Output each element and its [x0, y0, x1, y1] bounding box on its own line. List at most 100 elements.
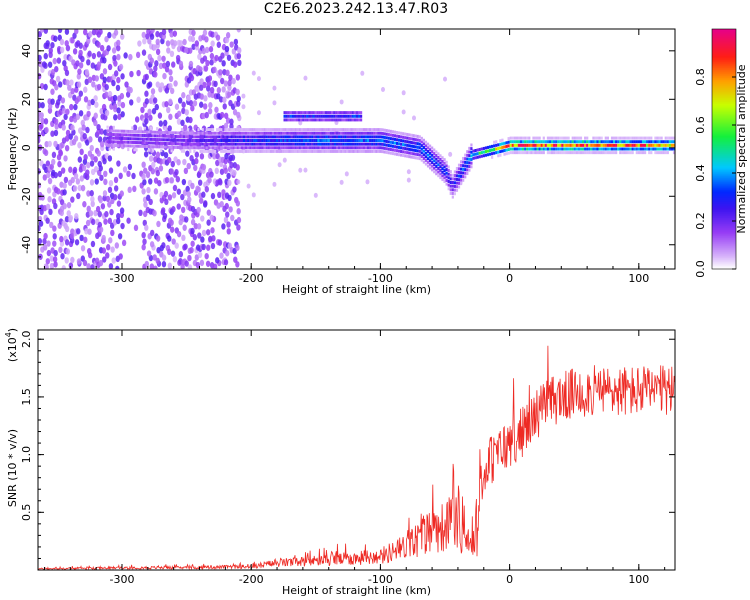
colorbar-cell	[712, 217, 736, 220]
colorbar-cell	[712, 205, 736, 208]
colorbar-cell	[712, 127, 736, 130]
colorbar-cell	[712, 69, 736, 72]
top-y-tick-label: -40	[20, 236, 33, 254]
colorbar-cell	[712, 233, 736, 236]
bottom-x-tick-label: -300	[110, 573, 135, 586]
colorbar-cell	[712, 131, 736, 134]
top-x-tick-label: -100	[368, 272, 393, 285]
bottom-y-tick-label: 1.0	[20, 446, 33, 464]
bottom-y-multiplier: (x104)	[4, 328, 19, 362]
colorbar-cell	[712, 45, 736, 48]
colorbar-cell	[712, 35, 736, 38]
bottom-y-tick-label: 0.5	[20, 504, 33, 522]
colorbar-cell	[712, 163, 736, 166]
top-y-axis-label: Frequency (Hz)	[6, 108, 19, 191]
colorbar-cell	[712, 119, 736, 122]
colorbar-cell	[712, 173, 736, 176]
bottom-x-tick-label: -100	[368, 573, 393, 586]
colorbar-cell	[712, 171, 736, 174]
colorbar-cell	[712, 241, 736, 244]
colorbar-cell	[712, 129, 736, 132]
colorbar-cell	[712, 235, 736, 238]
colorbar-cell	[712, 159, 736, 162]
colorbar-cell	[712, 169, 736, 172]
colorbar-cell	[712, 83, 736, 86]
colorbar-cell	[712, 147, 736, 150]
colorbar-cell	[712, 87, 736, 90]
colorbar-cell	[712, 265, 736, 268]
colorbar-cell	[712, 135, 736, 138]
colorbar-cell	[712, 189, 736, 192]
colorbar-cell	[712, 215, 736, 218]
colorbar-cell	[712, 123, 736, 126]
colorbar-cell	[712, 199, 736, 202]
colorbar-cell	[712, 137, 736, 140]
snr-series-group	[38, 345, 675, 570]
colorbar-cell	[712, 29, 736, 32]
colorbar-cell	[712, 95, 736, 98]
colorbar-cell	[712, 43, 736, 46]
colorbar-cell	[712, 47, 736, 50]
colorbar-cell	[712, 263, 736, 266]
colorbar-cell	[712, 31, 736, 34]
colorbar-cell	[712, 195, 736, 198]
colorbar-cell	[712, 207, 736, 210]
snr-series-line	[38, 345, 675, 570]
colorbar-cell	[712, 103, 736, 106]
colorbar-cell	[712, 65, 736, 68]
colorbar-cell	[712, 213, 736, 216]
colorbar-cell	[712, 115, 736, 118]
colorbar-cell	[712, 251, 736, 254]
bottom-y-tick-label: 2.0	[20, 330, 33, 348]
colorbar-cell	[712, 245, 736, 248]
colorbar-cell	[712, 71, 736, 74]
colorbar-cell	[712, 181, 736, 184]
bottom-x-tick-label: -200	[239, 573, 264, 586]
colorbar-cell	[712, 157, 736, 160]
heatmap-cells	[38, 29, 675, 269]
colorbar-cell	[712, 61, 736, 64]
colorbar-cell	[712, 51, 736, 54]
colorbar-cell	[712, 111, 736, 114]
colorbar-cell	[712, 41, 736, 44]
colorbar-cell	[712, 101, 736, 104]
colorbar-cell	[712, 53, 736, 56]
colorbar-cell	[712, 255, 736, 258]
colorbar-cell	[712, 63, 736, 66]
colorbar-cell	[712, 91, 736, 94]
colorbar-cell	[712, 105, 736, 108]
colorbar-cell	[712, 151, 736, 154]
top-x-tick-label: 100	[628, 272, 649, 285]
colorbar-cell	[712, 253, 736, 256]
colorbar-cell	[712, 191, 736, 194]
top-x-tick-label: 0	[506, 272, 513, 285]
colorbar-cell	[712, 113, 736, 116]
top-x-tick-label: -200	[239, 272, 264, 285]
colorbar-cell	[712, 223, 736, 226]
top-x-tick-label: -300	[110, 272, 135, 285]
colorbar-cell	[712, 99, 736, 102]
top-plot-frame	[37, 28, 676, 270]
bottom-plot-frame	[37, 329, 676, 571]
colorbar-cell	[712, 247, 736, 250]
colorbar-cell	[712, 203, 736, 206]
colorbar-tick-label: 0.4	[694, 164, 707, 182]
colorbar-cell	[712, 165, 736, 168]
colorbar-tick-label: 0.6	[694, 116, 707, 134]
colorbar-cell	[712, 55, 736, 58]
colorbar-cell	[712, 185, 736, 188]
colorbar-cell	[712, 37, 736, 40]
colorbar-cell	[712, 183, 736, 186]
colorbar-cell	[712, 219, 736, 222]
colorbar-cell	[712, 155, 736, 158]
colorbar-cell	[712, 193, 736, 196]
colorbar-cell	[712, 149, 736, 152]
bottom-y-tick-label: 1.5	[20, 388, 33, 406]
colorbar-frame	[711, 28, 737, 270]
chart-title: C2E6.2023.242.13.47.R03	[263, 1, 449, 17]
colorbar-cell	[712, 143, 736, 146]
colorbar-cell	[712, 141, 736, 144]
colorbar-cell	[712, 117, 736, 120]
colorbar-cell	[712, 125, 736, 128]
